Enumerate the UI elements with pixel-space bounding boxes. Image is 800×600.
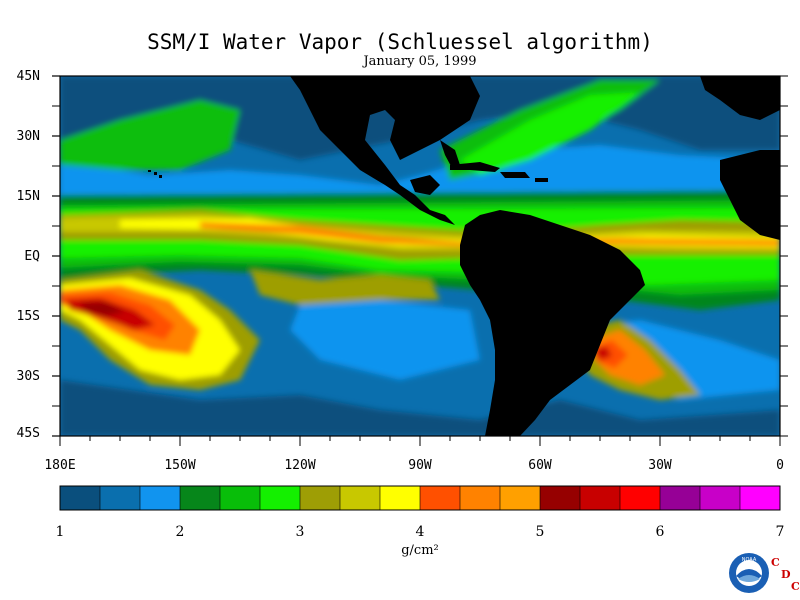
lat-label: 30N (16, 129, 40, 144)
colorbar-swatch (300, 486, 341, 510)
cdc-letter: C (791, 580, 800, 593)
colorbar (59, 485, 781, 511)
lat-label: 15N (16, 189, 40, 204)
lon-label: 30W (648, 458, 672, 473)
colorbar-swatch (740, 486, 781, 510)
colorbar-swatch (580, 486, 621, 510)
colorbar-swatch (60, 486, 101, 510)
lat-label: 45N (16, 69, 40, 84)
colorbar-swatch (620, 486, 661, 510)
colorbar-tick-label: 6 (655, 524, 665, 540)
colorbar-swatch (260, 486, 301, 510)
colorbar-swatch (700, 486, 741, 510)
colorbar-tick-label: 4 (415, 524, 425, 540)
colorbar-tick-label: 5 (535, 524, 545, 540)
colorbar-tick-label: 2 (175, 524, 185, 540)
colorbar-swatch (460, 486, 501, 510)
lon-label: 120W (284, 458, 316, 473)
colorbar-swatch (340, 486, 381, 510)
vapor-field (60, 76, 780, 436)
colorbar-tick-label: 1 (55, 524, 65, 540)
colorbar-swatch (540, 486, 581, 510)
lon-label: 180E (44, 458, 76, 473)
noaa-logo: NOAA (729, 553, 769, 593)
axis-ticks (52, 75, 788, 446)
colorbar-swatch (500, 486, 541, 510)
colorbar-swatch (100, 486, 141, 510)
colorbar-swatch (380, 486, 421, 510)
cdc-letter: C (771, 556, 780, 569)
lon-label: 90W (408, 458, 432, 473)
lat-label: EQ (24, 249, 40, 264)
colorbar-tick-label: 3 (295, 524, 305, 540)
colorbar-swatch (220, 486, 261, 510)
lat-label: 30S (16, 369, 40, 384)
lon-label: 150W (164, 458, 196, 473)
lon-label: 0 (776, 458, 784, 473)
lon-label: 60W (528, 458, 552, 473)
map-title: SSM/I Water Vapor (Schluessel algorithm) (147, 30, 653, 54)
land (290, 76, 780, 436)
lat-label: 15S (16, 309, 40, 324)
map-date: January 05, 1999 (363, 54, 477, 69)
colorbar-tick-label: 7 (775, 524, 785, 540)
colorbar-swatch (180, 486, 221, 510)
colorbar-swatch (660, 486, 701, 510)
logo-text: NOAA (742, 557, 757, 563)
lat-label: 45S (16, 426, 40, 441)
cdc-letter: D (781, 568, 791, 581)
colorbar-swatch (420, 486, 461, 510)
colorbar-units: g/cm² (401, 543, 439, 558)
colorbar-swatch (140, 486, 181, 510)
